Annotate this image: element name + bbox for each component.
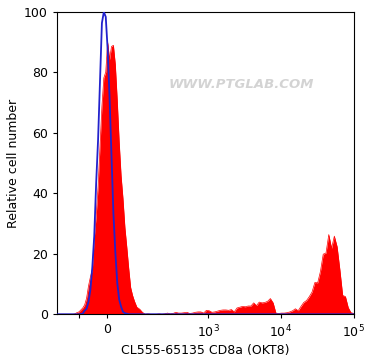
Y-axis label: Relative cell number: Relative cell number <box>7 99 20 228</box>
X-axis label: CL555-65135 CD8a (OKT8): CL555-65135 CD8a (OKT8) <box>121 344 289 357</box>
Text: WWW.PTGLAB.COM: WWW.PTGLAB.COM <box>168 78 314 91</box>
